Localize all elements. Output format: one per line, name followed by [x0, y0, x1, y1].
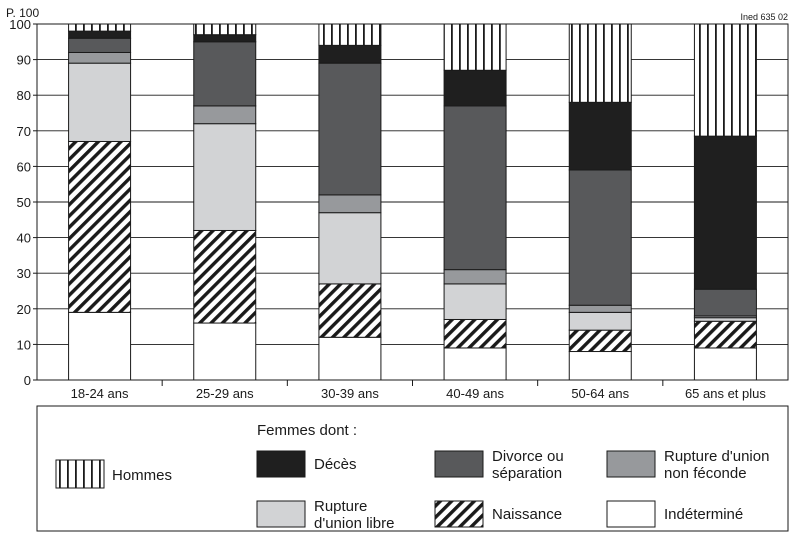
bar-segment-naissance: [68, 140, 132, 313]
bar-segment-hommes: [568, 23, 632, 103]
bar-stack: [443, 23, 507, 381]
legend-subtitle: Femmes dont :: [257, 422, 357, 439]
legend-swatch-naissance: [434, 500, 484, 528]
legend-label-rupture_non_feconde: Rupture d'union: [664, 448, 769, 465]
x-tick-label: 50-64 ans: [571, 386, 629, 401]
y-tick-label: 70: [17, 124, 31, 139]
legend-label-deces: Décès: [314, 456, 357, 473]
bar-stack: [68, 23, 132, 381]
bar-segment-hommes: [443, 23, 507, 71]
y-tick-label: 40: [17, 231, 31, 246]
bar-segment-naissance: [318, 283, 382, 338]
legend-label-rupture_non_feconde: non féconde: [664, 465, 747, 482]
bar-segment-indetermine: [568, 351, 632, 381]
bar-segment-rupture_libre: [68, 62, 132, 142]
legend-frame: [36, 405, 789, 532]
bar-segment-rupture_libre: [443, 283, 507, 320]
gridlines: [37, 59, 788, 345]
plot-frame: [36, 23, 789, 381]
bar-segment-divorce: [693, 288, 757, 317]
bar-segment-indetermine: [443, 347, 507, 381]
bar-segment-naissance: [568, 329, 632, 353]
bar-segment-deces: [68, 30, 132, 39]
bar-segment-naissance: [193, 229, 257, 324]
bar-segment-rupture_non_feconde: [193, 105, 257, 125]
legend-label-indetermine: Indéterminé: [664, 506, 743, 523]
bar-segment-rupture_non_feconde: [568, 304, 632, 313]
x-tick-label: 65 ans et plus: [685, 386, 766, 401]
bar-segment-rupture_libre: [568, 311, 632, 331]
legend-label-rupture_libre: Rupture: [314, 498, 367, 515]
bar-segment-deces: [443, 69, 507, 107]
x-tick-label: 30-39 ans: [321, 386, 379, 401]
legend-swatch-deces: [256, 450, 306, 478]
bar-segment-rupture_non_feconde: [318, 194, 382, 214]
bar-segment-divorce: [443, 105, 507, 271]
bar-segment-deces: [193, 34, 257, 43]
legend-swatch-rupture_non_feconde: [606, 450, 656, 478]
bar-segment-naissance: [693, 320, 757, 349]
bar-segment-indetermine: [193, 322, 257, 381]
legend-label-divorce: séparation: [492, 465, 562, 482]
x-tick-label: 40-49 ans: [446, 386, 504, 401]
bar-segment-divorce: [318, 62, 382, 196]
bar-segment-hommes: [68, 23, 132, 32]
y-tick-label: 30: [17, 266, 31, 281]
source-label: Ined 635 02: [740, 12, 788, 22]
bar-segment-indetermine: [318, 336, 382, 381]
bar-segment-rupture_non_feconde: [68, 51, 132, 64]
bar-stack: [193, 23, 257, 381]
legend-label-hommes: Hommes: [112, 467, 172, 484]
bar-segment-hommes: [693, 23, 757, 137]
bar-segment-deces: [693, 135, 757, 290]
y-tick-label: 100: [9, 17, 31, 32]
bar-stack: [693, 23, 757, 381]
y-tick-label: 60: [17, 159, 31, 174]
y-tick-label: 50: [17, 195, 31, 210]
bar-segment-indetermine: [693, 347, 757, 381]
legend-swatch-divorce: [434, 450, 484, 478]
legend-swatch-hommes: [55, 459, 105, 489]
bar-segment-divorce: [568, 169, 632, 306]
y-tick-labels: 0 10 20 30 40 50 60 70 80 90 100: [9, 17, 31, 388]
legend-swatch-indetermine: [606, 500, 656, 528]
y-tick-label: 80: [17, 88, 31, 103]
x-tick-label: 18-24 ans: [71, 386, 129, 401]
bar-segment-rupture_libre: [318, 212, 382, 285]
legend-label-naissance: Naissance: [492, 506, 562, 523]
bar-segment-deces: [568, 101, 632, 171]
legend: Femmes dont : Hommes Décès Divorce ousépar…: [36, 405, 789, 532]
y-tick-label: 10: [17, 337, 31, 352]
bars: [68, 23, 757, 381]
y-tick-label: 20: [17, 302, 31, 317]
y-tick-label: 90: [17, 53, 31, 68]
bar-segment-hommes: [193, 23, 257, 36]
axes: [33, 23, 789, 386]
unit-label: P. 100: [6, 6, 39, 20]
bar-segment-naissance: [443, 318, 507, 349]
bar-segment-rupture_non_feconde: [443, 269, 507, 285]
legend-label-divorce: Divorce ou: [492, 448, 564, 465]
x-tick-labels: 18-24 ans 25-29 ans 30-39 ans 40-49 ans 50-6…: [71, 386, 767, 401]
bar-segment-hommes: [318, 23, 382, 46]
bar-segment-rupture_libre: [693, 317, 757, 322]
bar-stack: [318, 23, 382, 381]
bar-stack: [568, 23, 632, 381]
bar-segment-divorce: [68, 37, 132, 53]
bar-segment-rupture_libre: [193, 123, 257, 231]
x-tick-label: 25-29 ans: [196, 386, 254, 401]
legend-swatch-rupture_libre: [256, 500, 306, 528]
bar-segment-indetermine: [68, 311, 132, 381]
bar-segment-divorce: [193, 41, 257, 107]
legend-label-rupture_libre: d'union libre: [314, 515, 394, 532]
bar-segment-deces: [318, 44, 382, 64]
y-tick-label: 0: [24, 373, 31, 388]
